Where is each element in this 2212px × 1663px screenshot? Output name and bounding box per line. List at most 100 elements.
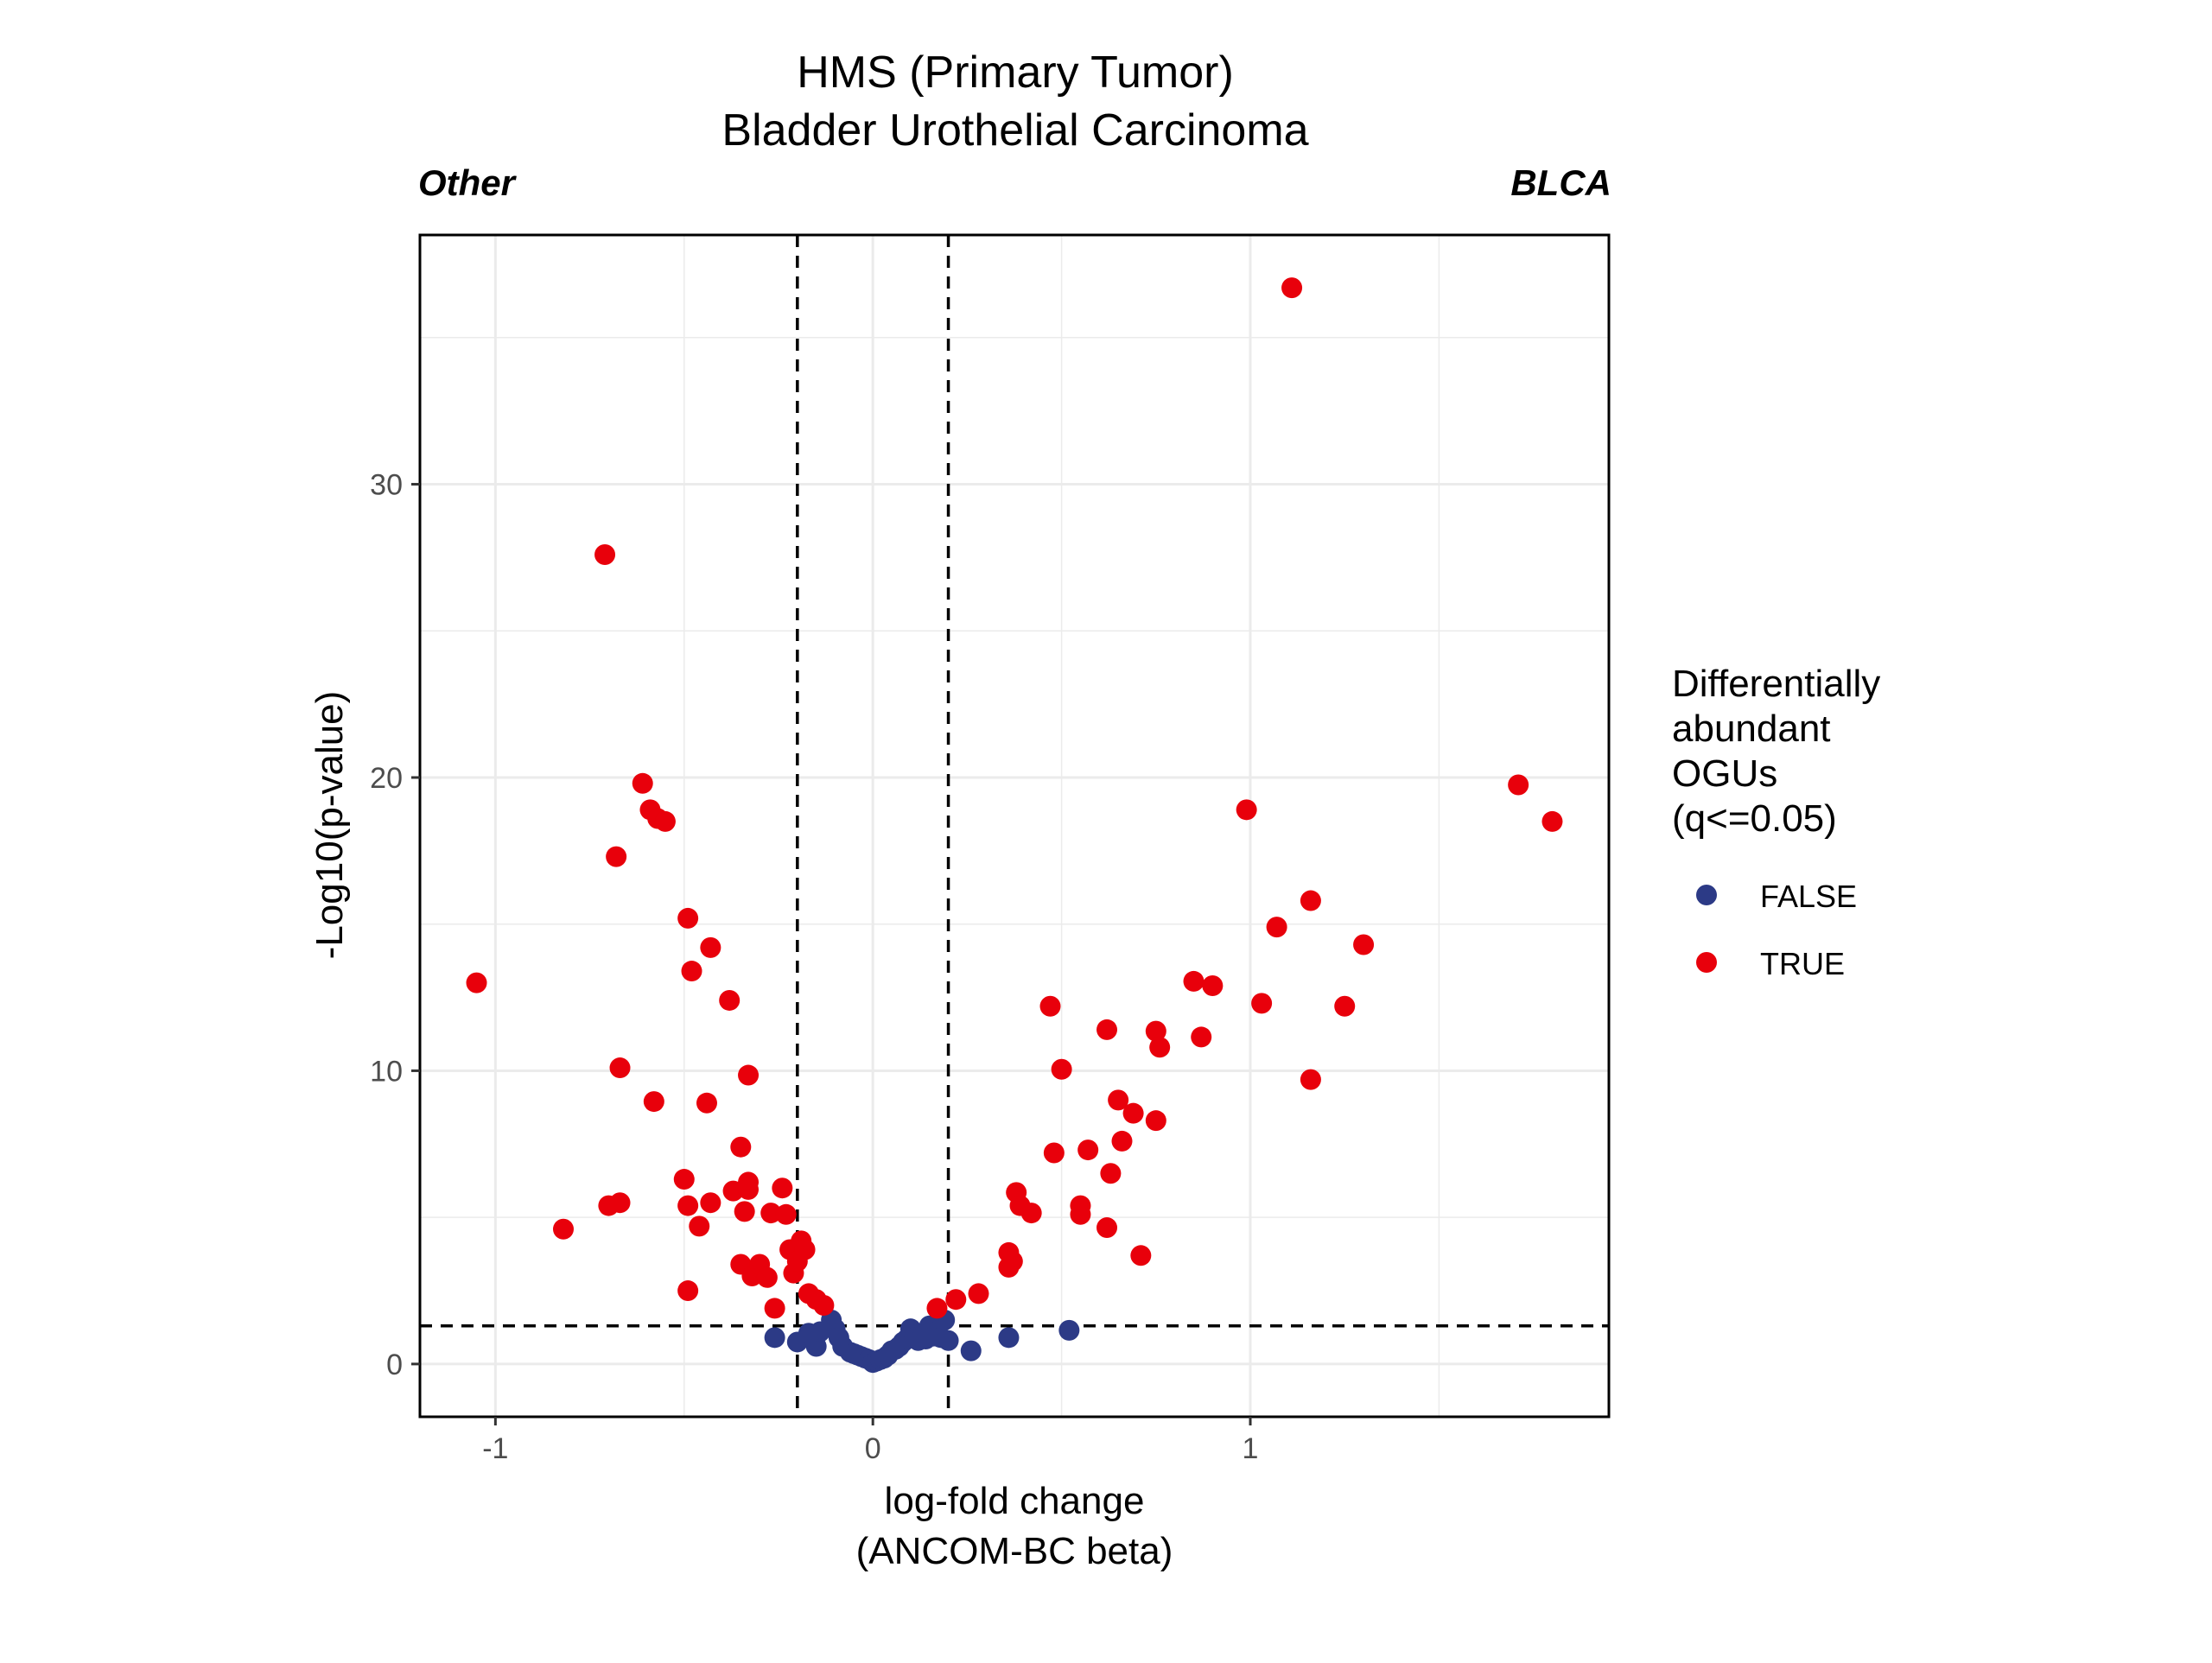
grid-major	[420, 235, 1609, 1417]
threshold-lines	[420, 235, 1609, 1417]
chart-title-line-2: Bladder Urothelial Carcinoma	[721, 105, 1308, 156]
data-point-true	[594, 544, 616, 566]
data-point-true	[1039, 995, 1061, 1017]
data-point-true	[1251, 993, 1273, 1014]
data-point-true	[673, 1169, 695, 1190]
data-point-true	[632, 772, 653, 794]
legend-label-true: TRUE	[1760, 946, 1845, 981]
x-axis-ticks: -1 0 1	[482, 1417, 1258, 1465]
data-point-true	[1077, 1139, 1099, 1161]
data-point-true	[1191, 1026, 1212, 1048]
data-point-true	[772, 1177, 793, 1199]
data-point-true	[1145, 1110, 1166, 1132]
x-tick-label: 0	[865, 1432, 881, 1465]
data-point-false	[998, 1327, 1020, 1349]
data-point-true	[1149, 1037, 1171, 1058]
data-point-true	[1236, 799, 1257, 821]
legend-key-false	[1696, 885, 1717, 905]
chart-title-line-1: HMS (Primary Tumor)	[797, 48, 1234, 98]
right-group-label: BLCA	[1510, 162, 1611, 203]
series-true-points	[466, 277, 1563, 1319]
legend: Differentially abundant OGUs (q<=0.05) F…	[1672, 663, 1880, 981]
data-point-true	[606, 846, 627, 867]
y-axis-title: -Log10(p-value)	[308, 691, 351, 960]
data-point-true	[677, 1195, 699, 1216]
data-point-true	[1353, 934, 1375, 955]
legend-title-line-4: (q<=0.05)	[1672, 797, 1837, 840]
data-point-true	[775, 1203, 797, 1225]
data-point-true	[722, 1180, 744, 1202]
data-point-true	[1111, 1130, 1133, 1152]
left-group-label: Other	[418, 162, 518, 203]
legend-title-line-2: abundant	[1672, 708, 1831, 750]
data-point-true	[677, 907, 699, 929]
data-point-true	[945, 1289, 967, 1311]
data-point-true	[738, 1178, 760, 1200]
y-tick-label: 20	[370, 762, 403, 795]
data-point-true	[1281, 277, 1303, 299]
data-point-true	[1300, 890, 1321, 911]
legend-label-false: FALSE	[1760, 879, 1857, 914]
data-point-true	[1096, 1217, 1118, 1239]
data-point-true	[813, 1295, 835, 1317]
legend-key-true	[1696, 952, 1717, 973]
data-point-true	[643, 1091, 664, 1113]
data-point-true	[1202, 975, 1224, 997]
plot-panel-border	[418, 233, 1611, 1419]
data-point-true	[794, 1239, 816, 1260]
data-point-true	[1108, 1089, 1129, 1111]
y-tick-label: 30	[370, 469, 403, 502]
data-point-true	[466, 972, 487, 993]
data-point-true	[1100, 1163, 1122, 1184]
y-tick-label: 0	[386, 1349, 403, 1381]
data-point-true	[609, 1057, 631, 1079]
series-false-points	[764, 1309, 1080, 1374]
data-point-true	[719, 989, 741, 1011]
data-point-true	[1145, 1020, 1166, 1042]
data-point-true	[654, 810, 676, 832]
data-point-true	[738, 1064, 760, 1086]
data-point-true	[734, 1201, 755, 1222]
data-point-true	[609, 1192, 631, 1214]
data-point-true	[730, 1136, 752, 1158]
grid-minor	[420, 235, 1609, 1417]
data-point-true	[1043, 1142, 1065, 1164]
data-point-true	[1541, 810, 1563, 832]
data-point-true	[677, 1280, 699, 1302]
data-point-true	[1334, 995, 1356, 1017]
data-point-true	[1130, 1245, 1152, 1266]
data-point-true	[1070, 1203, 1091, 1225]
x-axis-title-line-2: (ANCOM-BC beta)	[856, 1530, 1173, 1572]
data-point-true	[700, 1192, 721, 1214]
data-point-true	[696, 1092, 717, 1114]
x-tick-label: 1	[1243, 1432, 1259, 1465]
data-point-true	[1183, 970, 1205, 992]
legend-title-line-1: Differentially	[1672, 663, 1880, 705]
data-point-false	[960, 1340, 982, 1362]
x-axis-title-line-1: log-fold change	[885, 1480, 1145, 1522]
data-point-true	[1051, 1058, 1072, 1080]
legend-title-line-3: OGUs	[1672, 752, 1777, 795]
data-point-true	[1122, 1102, 1144, 1124]
data-point-true	[1508, 774, 1529, 796]
data-point-true	[764, 1298, 785, 1319]
data-point-true	[756, 1266, 778, 1288]
data-point-true	[1020, 1203, 1042, 1224]
data-point-true	[700, 936, 721, 958]
data-point-true	[689, 1216, 710, 1237]
data-point-true	[1300, 1069, 1321, 1090]
data-point-true	[681, 961, 702, 982]
data-point-false	[938, 1330, 959, 1351]
y-tick-label: 10	[370, 1055, 403, 1088]
data-point-true	[968, 1283, 989, 1304]
chart-title: HMS (Primary Tumor) Bladder Urothelial C…	[721, 48, 1308, 156]
x-axis-title: log-fold change (ANCOM-BC beta)	[856, 1480, 1173, 1572]
data-point-true	[926, 1298, 948, 1319]
data-point-true	[1001, 1251, 1023, 1273]
data-point-false	[764, 1327, 785, 1349]
data-point-false	[1058, 1319, 1080, 1341]
data-point-true	[1266, 917, 1287, 938]
data-point-true	[552, 1218, 574, 1240]
